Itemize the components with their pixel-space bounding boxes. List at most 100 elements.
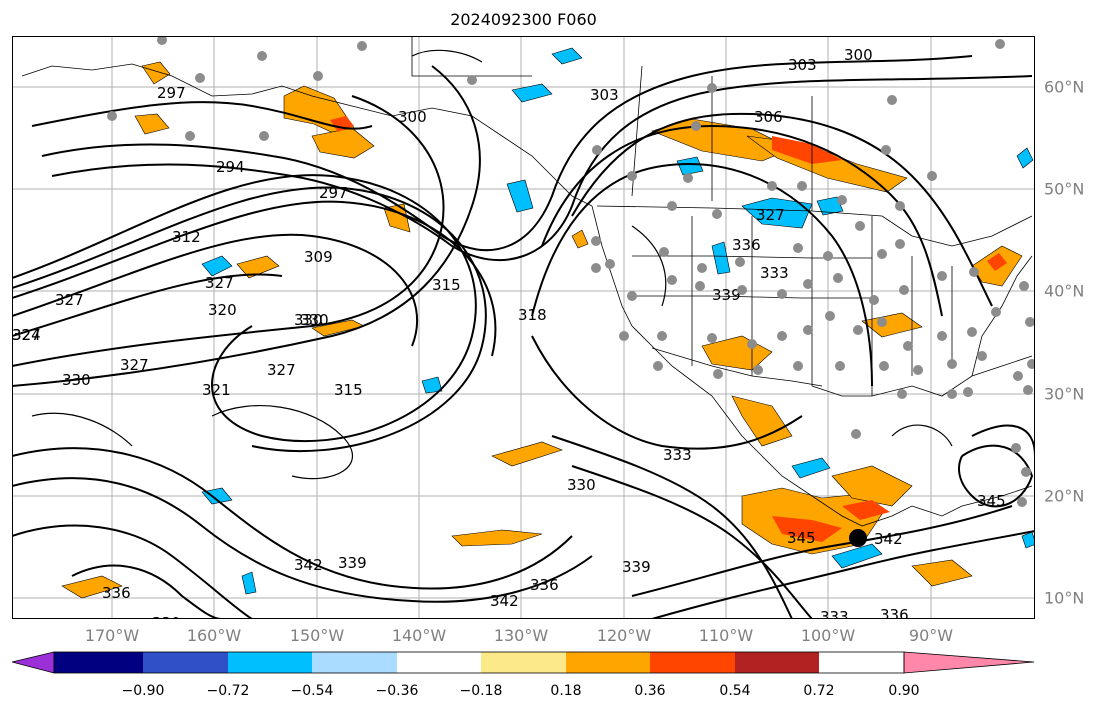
- contour-line: [71, 564, 223, 619]
- contour-label: 336: [530, 576, 559, 594]
- station-marker: [1017, 497, 1027, 507]
- colorbar-frame: [53, 651, 905, 674]
- station-marker: [853, 325, 863, 335]
- colorbar-cell: [228, 652, 312, 673]
- contour-line: [571, 465, 813, 619]
- colorbar-cell: [650, 652, 735, 673]
- station-marker: [627, 171, 637, 181]
- colorbar-cell: [735, 652, 819, 673]
- contour-line: [12, 447, 573, 590]
- contour-label: 300: [844, 46, 873, 64]
- contour-line: [958, 444, 1034, 508]
- positive-area: [861, 312, 923, 338]
- colorbar-min-arrow: [12, 651, 55, 674]
- station-marker: [107, 111, 117, 121]
- contour-label: 327: [205, 274, 234, 292]
- coastlines-and-borders: [21, 36, 1033, 527]
- lon-label: 170°W: [84, 626, 140, 645]
- station-marker: [895, 201, 905, 211]
- contour-label: 320: [208, 301, 237, 319]
- contour-label: 324: [12, 326, 41, 344]
- contour-label: 330: [152, 614, 181, 619]
- contour-line: [531, 335, 803, 450]
- station-marker: [793, 361, 803, 371]
- station-marker: [899, 285, 909, 295]
- negative-area: [506, 179, 534, 213]
- colorbar-cell: [481, 652, 566, 673]
- station-marker: [1023, 385, 1033, 395]
- colorbar-cell: [54, 652, 143, 673]
- contour-line: [12, 477, 593, 603]
- lat-label: 50°N: [1044, 179, 1085, 199]
- positive-area: [831, 465, 913, 507]
- station-marker: [937, 331, 947, 341]
- station-marker: [619, 331, 629, 341]
- contour-label: 327: [55, 291, 84, 309]
- positive-area: [571, 229, 589, 249]
- contour-line: [12, 524, 253, 619]
- station-marker: [963, 387, 973, 397]
- contour-label: 330: [62, 371, 91, 389]
- contour-label: 315: [432, 276, 461, 294]
- station-marker: [697, 263, 707, 273]
- contour-label: 303: [590, 86, 619, 104]
- lon-label: 140°W: [391, 626, 447, 645]
- station-marker: [977, 351, 987, 361]
- station-marker: [667, 275, 677, 285]
- negative-area: [201, 487, 233, 505]
- contour-label: 327: [756, 206, 785, 224]
- contour-line: [571, 112, 993, 307]
- colorbar-cell: [397, 652, 481, 673]
- colorbar-tick: 0.72: [803, 683, 835, 699]
- contour-label: 297: [319, 184, 348, 202]
- station-marker: [683, 173, 693, 183]
- contour-label: 330: [42, 616, 71, 619]
- station-marker: [869, 295, 879, 305]
- contour-label: 300: [398, 108, 427, 126]
- station-marker: [591, 236, 601, 246]
- station-marker: [947, 359, 957, 369]
- contour-line: [41, 55, 973, 252]
- contour-label: 312: [172, 228, 201, 246]
- contour-line: [12, 65, 481, 387]
- station-marker: [691, 121, 701, 131]
- contour-line: [12, 186, 487, 453]
- negative-area: [421, 376, 443, 394]
- shaded-positive-areas: [61, 61, 1023, 599]
- negative-area: [1016, 147, 1034, 169]
- contour-label: 330: [300, 311, 329, 329]
- contour-line: [31, 412, 133, 447]
- contour-line: [551, 435, 793, 619]
- station-marker: [833, 273, 843, 283]
- contour-label: 339: [622, 558, 651, 576]
- positive-area: [141, 61, 171, 85]
- lon-label: 100°W: [800, 626, 856, 645]
- station-marker: [927, 171, 937, 181]
- contour-line: [631, 225, 667, 307]
- strong-positive-area: [772, 136, 842, 164]
- negative-area: [791, 457, 831, 479]
- contour-label: 315: [334, 381, 363, 399]
- lon-label: 130°W: [493, 626, 549, 645]
- contour-label: 327: [120, 356, 149, 374]
- contour-line: [211, 405, 354, 480]
- map-panel[interactable]: 303 300 303 306 297 300 294 297 312 309 315 318 330 3…: [12, 36, 1035, 619]
- contour-line: [411, 49, 483, 63]
- storm-center-marker[interactable]: [849, 529, 867, 547]
- positive-area: [491, 441, 563, 467]
- colorbar-tick: 0.18: [550, 683, 582, 699]
- station-marker: [747, 339, 757, 349]
- theta-contours-thin: [31, 49, 953, 480]
- colorbar-tick: −0.18: [459, 683, 503, 699]
- colorbar-tick: −0.72: [206, 683, 250, 699]
- contour-label: 330: [567, 476, 596, 494]
- contour-line: [12, 273, 283, 337]
- contour-label: 306: [754, 108, 783, 126]
- station-marker: [947, 389, 957, 399]
- station-marker: [823, 251, 833, 261]
- station-marker: [592, 145, 602, 155]
- station-marker: [967, 327, 977, 337]
- theta-contours: [12, 55, 1035, 619]
- gulf-coast: [811, 355, 1033, 397]
- station-marker: [591, 263, 601, 273]
